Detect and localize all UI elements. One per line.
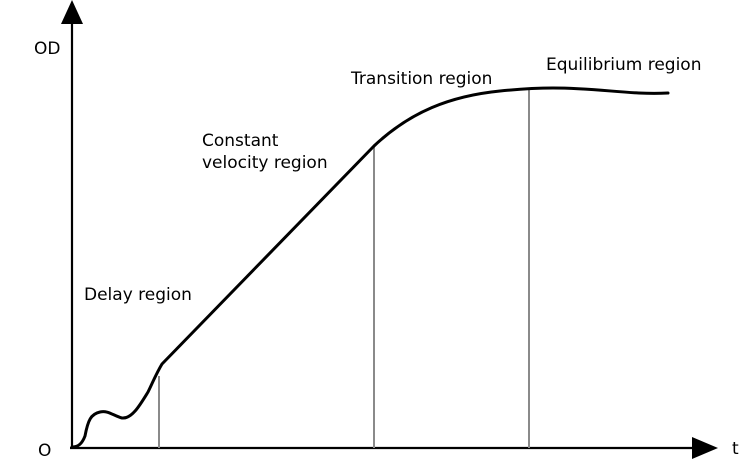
constant-region-label-line2: velocity region — [202, 153, 328, 173]
constant-region-label-line1: Constant — [202, 131, 279, 151]
x-axis-label: t — [732, 439, 739, 459]
y-axis-arrow — [61, 0, 83, 24]
x-axis-arrow — [692, 437, 718, 459]
transition-region-label: Transition region — [351, 69, 493, 89]
delay-region-label: Delay region — [84, 285, 192, 305]
growth-curve — [70, 86, 670, 449]
origin-label: O — [38, 441, 52, 461]
equilibrium-region-label: Equilibrium region — [546, 55, 702, 75]
y-axis-label: OD — [34, 39, 61, 59]
